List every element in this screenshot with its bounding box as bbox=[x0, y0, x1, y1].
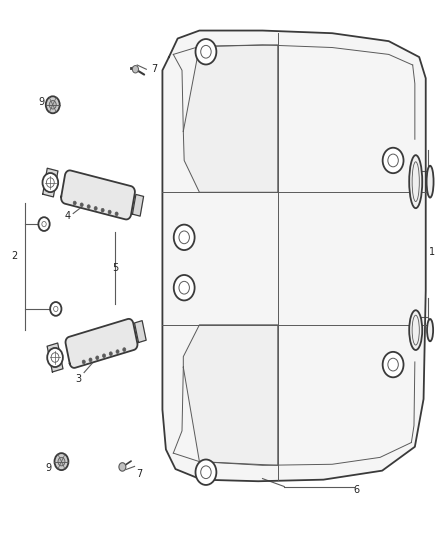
Circle shape bbox=[49, 101, 56, 109]
Circle shape bbox=[195, 39, 216, 64]
Circle shape bbox=[42, 221, 46, 227]
Polygon shape bbox=[66, 319, 138, 368]
Circle shape bbox=[80, 203, 83, 207]
Circle shape bbox=[116, 350, 119, 353]
Text: 7: 7 bbox=[152, 64, 158, 74]
Text: 7: 7 bbox=[136, 470, 142, 479]
Polygon shape bbox=[132, 195, 144, 216]
Circle shape bbox=[82, 360, 85, 364]
Polygon shape bbox=[134, 321, 146, 343]
Circle shape bbox=[39, 217, 49, 231]
Ellipse shape bbox=[412, 315, 419, 345]
Circle shape bbox=[201, 466, 211, 479]
Circle shape bbox=[201, 45, 211, 58]
Circle shape bbox=[388, 358, 398, 371]
Polygon shape bbox=[162, 30, 426, 481]
Circle shape bbox=[73, 201, 76, 205]
Text: 5: 5 bbox=[112, 263, 119, 272]
Circle shape bbox=[109, 352, 112, 356]
Text: 4: 4 bbox=[64, 211, 71, 221]
Circle shape bbox=[132, 66, 138, 73]
Circle shape bbox=[383, 352, 403, 377]
Circle shape bbox=[108, 210, 111, 214]
Polygon shape bbox=[43, 168, 58, 197]
Circle shape bbox=[46, 178, 54, 187]
Circle shape bbox=[42, 173, 58, 192]
Circle shape bbox=[89, 358, 92, 362]
Circle shape bbox=[87, 205, 90, 208]
Circle shape bbox=[179, 281, 189, 294]
Ellipse shape bbox=[409, 155, 422, 208]
Text: 9: 9 bbox=[45, 463, 51, 473]
Ellipse shape bbox=[427, 319, 433, 341]
Text: 6: 6 bbox=[353, 485, 359, 495]
Polygon shape bbox=[184, 45, 278, 192]
Circle shape bbox=[179, 231, 189, 244]
Circle shape bbox=[102, 354, 106, 358]
Circle shape bbox=[50, 302, 61, 316]
Circle shape bbox=[174, 275, 194, 301]
Circle shape bbox=[388, 154, 398, 167]
Circle shape bbox=[94, 207, 97, 210]
Ellipse shape bbox=[409, 310, 422, 350]
Text: 3: 3 bbox=[76, 374, 82, 384]
Circle shape bbox=[115, 212, 118, 216]
Circle shape bbox=[53, 306, 58, 312]
Polygon shape bbox=[61, 171, 135, 220]
Ellipse shape bbox=[427, 166, 434, 198]
Circle shape bbox=[195, 459, 216, 485]
Circle shape bbox=[101, 208, 104, 212]
Circle shape bbox=[51, 353, 59, 362]
Circle shape bbox=[54, 453, 68, 470]
Text: 2: 2 bbox=[11, 251, 18, 261]
Circle shape bbox=[58, 457, 65, 466]
Circle shape bbox=[174, 224, 194, 250]
Circle shape bbox=[96, 356, 99, 360]
Ellipse shape bbox=[412, 162, 419, 201]
Circle shape bbox=[119, 463, 126, 471]
Circle shape bbox=[383, 148, 403, 173]
Polygon shape bbox=[47, 343, 63, 372]
Circle shape bbox=[123, 348, 126, 351]
Circle shape bbox=[47, 348, 63, 367]
Text: 1: 1 bbox=[429, 247, 435, 257]
Polygon shape bbox=[184, 325, 278, 465]
Text: 9: 9 bbox=[39, 97, 45, 107]
Circle shape bbox=[46, 96, 60, 114]
